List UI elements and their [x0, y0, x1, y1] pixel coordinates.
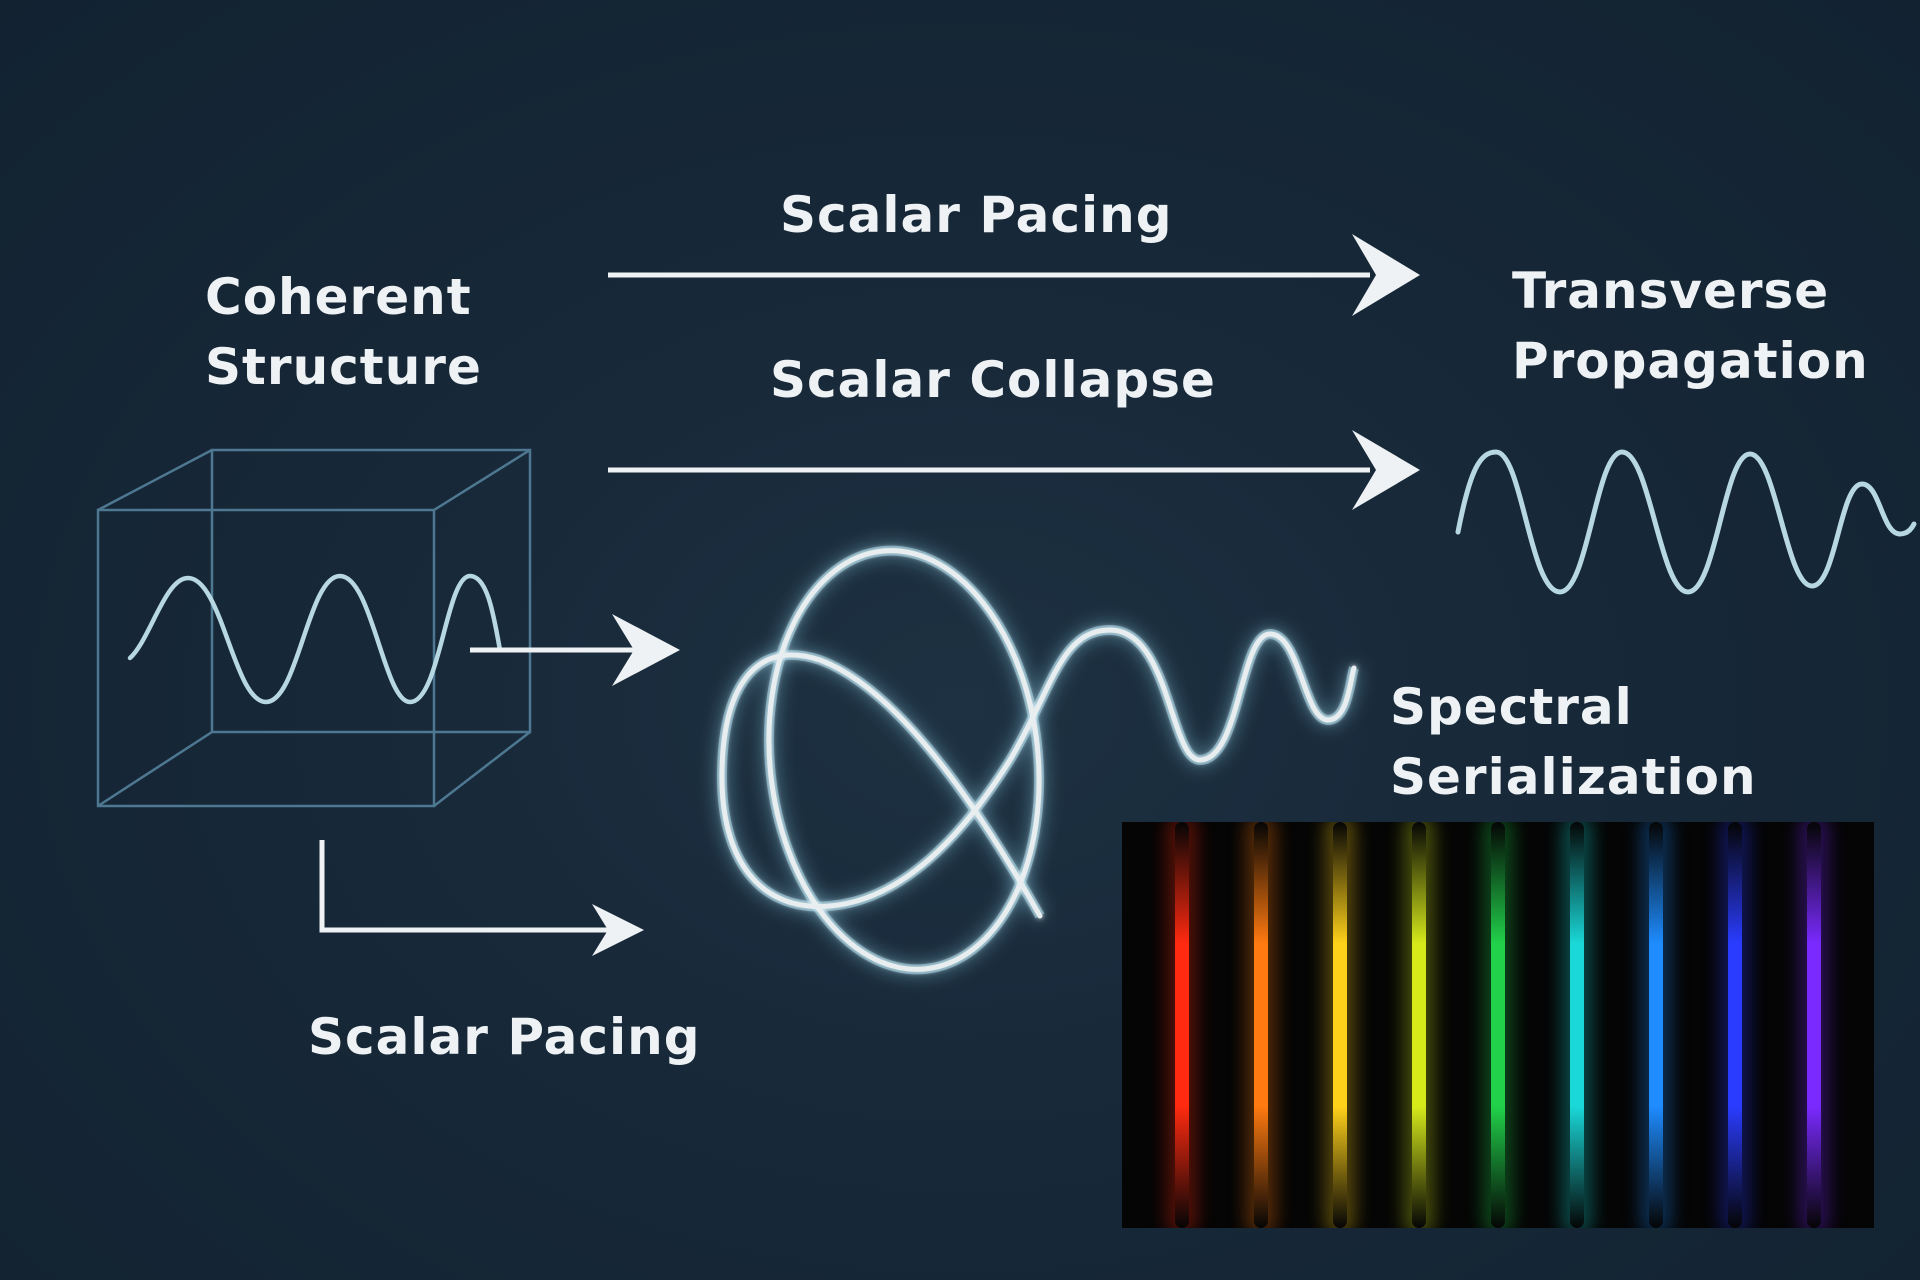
arrow-scalar-collapse — [608, 430, 1420, 510]
transverse-propagation-line-1: Transverse — [1512, 262, 1830, 320]
spectrum-lines-icon — [1122, 822, 1874, 1228]
spectrum-line — [1728, 822, 1742, 1228]
scalar-collapse-label: Scalar Collapse — [770, 351, 1216, 409]
wave-cube-icon — [96, 448, 532, 808]
spectrum-line — [1412, 822, 1426, 1228]
knot-loop-strokes — [719, 548, 1357, 972]
arrow-elbow-scalar-pacing — [319, 840, 644, 956]
scalar-pacing-top-label: Scalar Pacing — [780, 186, 1173, 244]
spectrum-line — [1491, 822, 1505, 1228]
arrow-scalar-pacing-top — [608, 234, 1420, 316]
coherent-structure-line-1: Coherent — [205, 268, 472, 326]
spectrum-line — [1333, 822, 1347, 1228]
cube-wave — [127, 573, 503, 705]
scalar-pacing-bottom-label: Scalar Pacing — [308, 1008, 701, 1066]
spectral-serialization-label: Spectral Serialization — [1390, 672, 1757, 812]
spectrum-line — [1175, 822, 1189, 1228]
spectral-serialization-line-2: Serialization — [1390, 748, 1757, 806]
transverse-propagation-label: Transverse Propagation — [1512, 256, 1869, 396]
coherent-structure-label: Coherent Structure — [205, 262, 482, 402]
spectrum-line — [1807, 822, 1821, 1228]
transverse-propagation-line-2: Propagation — [1512, 332, 1869, 390]
arrow-to-loop — [470, 614, 680, 686]
spectrum-line — [1254, 822, 1268, 1228]
spectrum-line — [1570, 822, 1584, 1228]
transverse-wave-icon — [1455, 449, 1917, 595]
coherent-structure-line-2: Structure — [205, 338, 482, 396]
spectrum-line — [1649, 822, 1663, 1228]
spectral-serialization-line-1: Spectral — [1390, 678, 1633, 736]
